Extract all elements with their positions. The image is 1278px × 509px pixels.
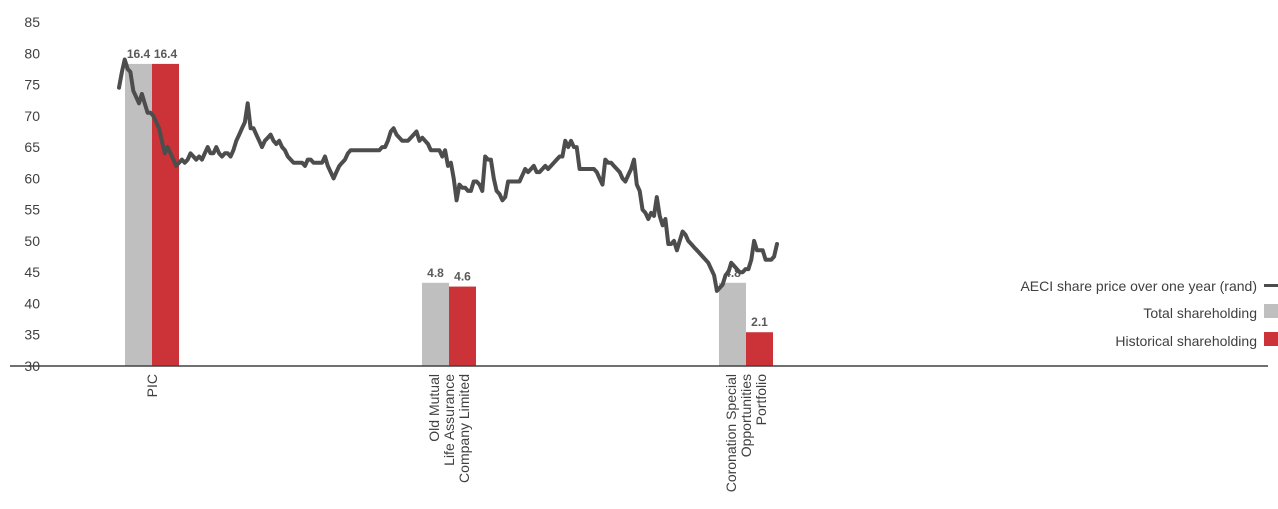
- x-category-label: Old Mutual Life Assurance Company Limited: [426, 374, 472, 483]
- bar-historical: [449, 286, 476, 366]
- bar-data-label: 4.8: [427, 266, 444, 280]
- bars: 16.44.8 4.816.44.62.1: [125, 47, 773, 366]
- x-category-label-line: Company Limited: [456, 374, 472, 483]
- y-tick-label: 35: [24, 327, 40, 343]
- legend-label-share-price: AECI share price over one year (rand): [1020, 278, 1257, 294]
- x-category-label-line: Life Assurance: [441, 374, 457, 466]
- x-category-label-line: PIC: [144, 374, 160, 397]
- y-tick-label: 85: [24, 14, 40, 30]
- y-tick-label: 70: [24, 108, 40, 124]
- bar-data-label: 16.4: [127, 47, 151, 61]
- legend-swatch-share-price: [1264, 284, 1278, 287]
- legend-label-total-shareholding: Total shareholding: [1143, 305, 1257, 321]
- bar-data-label: 2.1: [751, 315, 768, 329]
- y-tick-label: 75: [24, 77, 40, 93]
- legend-item-total-shareholding: Total shareholding: [1143, 304, 1278, 321]
- legend-swatch-total-shareholding: [1264, 304, 1278, 318]
- bar-total: [719, 282, 746, 366]
- bar-historical: [746, 332, 773, 366]
- legend-swatch-historical-shareholding: [1264, 332, 1278, 346]
- y-tick-label: 55: [24, 202, 40, 218]
- legend-item-share-price: AECI share price over one year (rand): [1020, 278, 1278, 294]
- legend-label-historical-shareholding: Historical shareholding: [1115, 333, 1257, 349]
- x-category-label-line: Old Mutual: [426, 374, 442, 442]
- bar-historical: [152, 63, 179, 366]
- share-price-line: [117, 57, 779, 293]
- x-axis-category-labels: PIC Old Mutual Life Assurance Company Limit…: [144, 374, 769, 493]
- x-category-label: Coronation Special Opportunities Portfolio: [723, 374, 769, 493]
- y-tick-label: 50: [24, 233, 40, 249]
- y-tick-label: 65: [24, 139, 40, 155]
- y-tick-label: 40: [24, 295, 40, 311]
- x-category-label-line: Opportunities: [738, 374, 754, 457]
- bar-data-label: 4.6: [454, 270, 471, 284]
- bar-data-label: 16.4: [154, 47, 178, 61]
- x-category-label-line: Portfolio: [753, 374, 769, 426]
- x-category-label: PIC: [144, 374, 160, 397]
- legend-item-historical-shareholding: Historical shareholding: [1115, 332, 1278, 349]
- legend: AECI share price over one year (rand) To…: [1020, 278, 1278, 349]
- y-tick-label: 45: [24, 264, 40, 280]
- x-category-label-line: Coronation Special: [723, 374, 739, 492]
- y-tick-label: 80: [24, 45, 40, 61]
- bar-total: [422, 282, 449, 366]
- y-tick-label: 60: [24, 170, 40, 186]
